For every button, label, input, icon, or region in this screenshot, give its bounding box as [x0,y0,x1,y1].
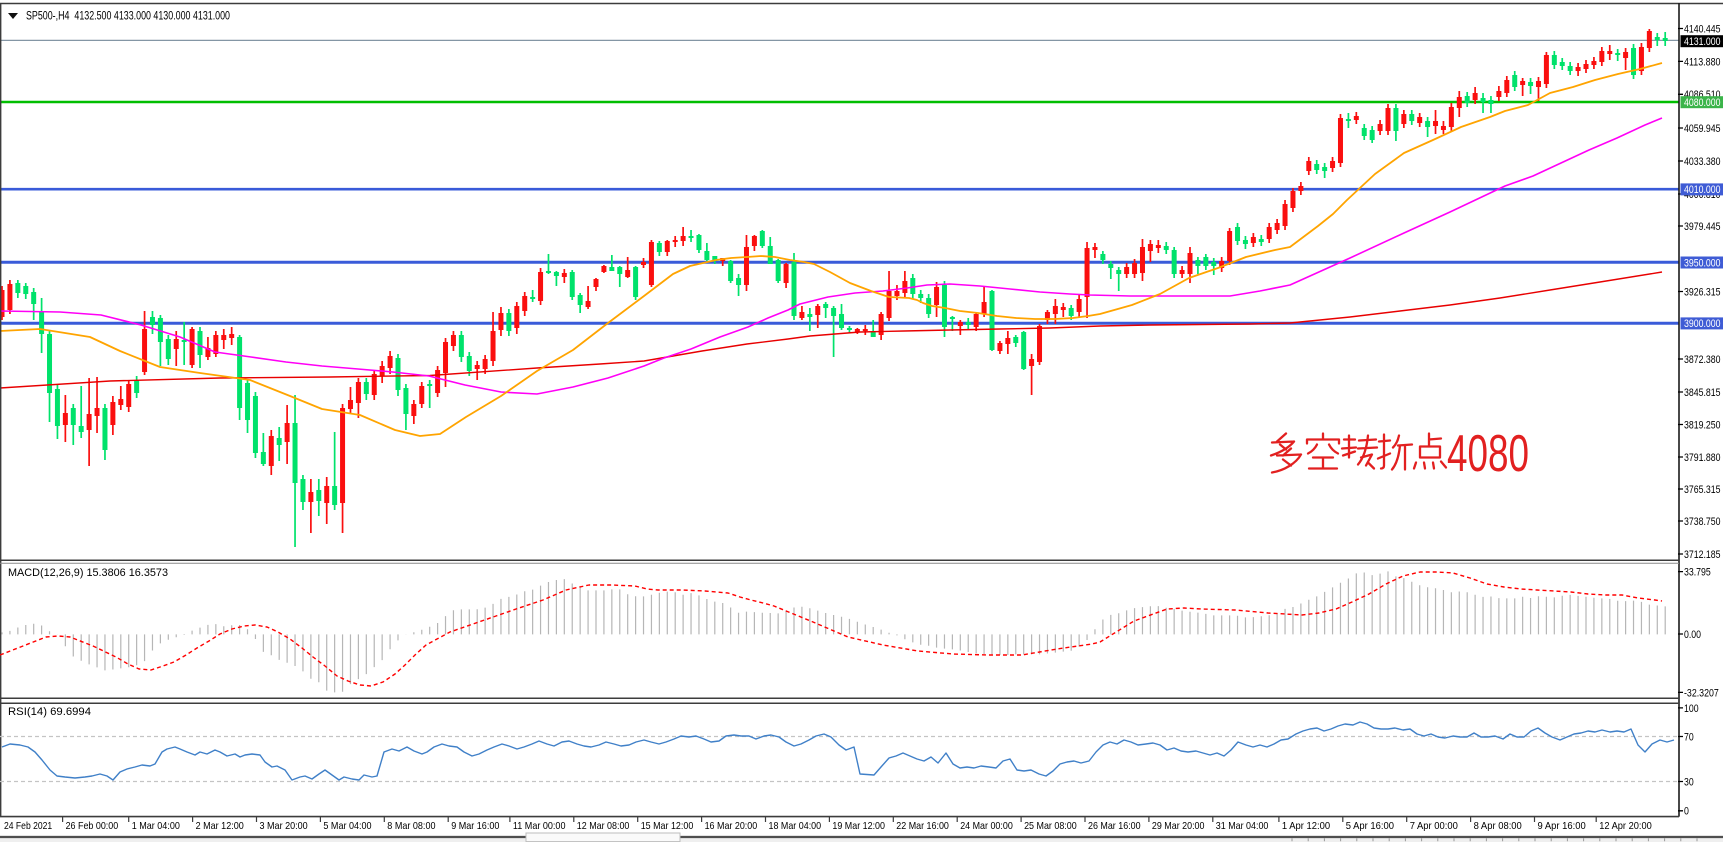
svg-text:3819.250: 3819.250 [1684,419,1721,431]
svg-text:29 Mar 20:00: 29 Mar 20:00 [1152,820,1205,832]
svg-text:24 Mar 00:00: 24 Mar 00:00 [960,820,1013,832]
svg-text:0.00: 0.00 [1684,629,1701,641]
svg-text:25 Mar 08:00: 25 Mar 08:00 [1024,820,1077,832]
svg-text:4140.445: 4140.445 [1684,23,1721,35]
svg-text:9 Mar 16:00: 9 Mar 16:00 [451,820,499,832]
svg-text:15 Mar 12:00: 15 Mar 12:00 [641,820,694,832]
svg-text:3791.880: 3791.880 [1684,452,1721,464]
svg-text:RSI(14) 69.6994: RSI(14) 69.6994 [8,706,91,718]
svg-text:18 Mar 04:00: 18 Mar 04:00 [769,820,822,832]
svg-text:5 Apr 16:00: 5 Apr 16:00 [1346,820,1394,832]
svg-text:4113.880: 4113.880 [1684,56,1721,68]
svg-text:7 Apr 00:00: 7 Apr 00:00 [1410,820,1458,832]
svg-text:1 Apr 12:00: 1 Apr 12:00 [1282,820,1330,832]
svg-text:4080.000: 4080.000 [1684,97,1721,109]
svg-text:30: 30 [1684,776,1694,788]
svg-text:11 Mar 00:00: 11 Mar 00:00 [513,820,566,832]
svg-text:12 Mar 08:00: 12 Mar 08:00 [577,820,630,832]
svg-text:3872.380: 3872.380 [1684,354,1721,366]
svg-text:9 Apr 16:00: 9 Apr 16:00 [1538,820,1586,832]
svg-text:3926.315: 3926.315 [1684,286,1721,298]
svg-text:100: 100 [1684,703,1699,715]
svg-text:24 Feb 2021: 24 Feb 2021 [4,820,52,832]
svg-text:31 Mar 04:00: 31 Mar 04:00 [1216,820,1269,832]
svg-text:0: 0 [1684,806,1689,818]
svg-text:3738.750: 3738.750 [1684,516,1721,528]
svg-text:1 Mar 04:00: 1 Mar 04:00 [132,820,180,832]
svg-text:8 Mar 08:00: 8 Mar 08:00 [387,820,435,832]
svg-text:3900.000: 3900.000 [1684,318,1721,330]
svg-text:3765.315: 3765.315 [1684,484,1721,496]
svg-text:3979.445: 3979.445 [1684,221,1721,233]
svg-text:3845.815: 3845.815 [1684,387,1721,399]
svg-text:4010.000: 4010.000 [1684,184,1721,196]
svg-text:4080: 4080 [1447,425,1529,483]
svg-text:4131.000: 4131.000 [1684,36,1721,48]
svg-text:3 Mar 20:00: 3 Mar 20:00 [260,820,308,832]
svg-text:70: 70 [1684,731,1694,743]
svg-text:MACD(12,26,9) 15.3806 16.3573: MACD(12,26,9) 15.3806 16.3573 [8,567,168,579]
svg-text:SP500-,H4 4132.500 4133.000 4: SP500-,H4 4132.500 4133.000 4130.000 413… [26,11,230,23]
svg-text:5 Mar 04:00: 5 Mar 04:00 [323,820,371,832]
svg-text:-32.3207: -32.3207 [1684,687,1719,699]
svg-text:12 Apr 20:00: 12 Apr 20:00 [1599,820,1652,832]
svg-text:22 Mar 16:00: 22 Mar 16:00 [896,820,949,832]
svg-text:4059.945: 4059.945 [1684,123,1721,135]
svg-text:33.795: 33.795 [1684,567,1711,579]
svg-text:8 Apr 08:00: 8 Apr 08:00 [1474,820,1522,832]
svg-text:26 Feb 00:00: 26 Feb 00:00 [66,820,119,832]
svg-text:3950.000: 3950.000 [1684,257,1721,269]
svg-text:26 Mar 16:00: 26 Mar 16:00 [1088,820,1141,832]
svg-text:3712.185: 3712.185 [1684,549,1721,561]
svg-text:16 Mar 20:00: 16 Mar 20:00 [705,820,758,832]
svg-text:19 Mar 12:00: 19 Mar 12:00 [832,820,885,832]
svg-text:4033.380: 4033.380 [1684,156,1721,168]
svg-text:2 Mar 12:00: 2 Mar 12:00 [196,820,244,832]
